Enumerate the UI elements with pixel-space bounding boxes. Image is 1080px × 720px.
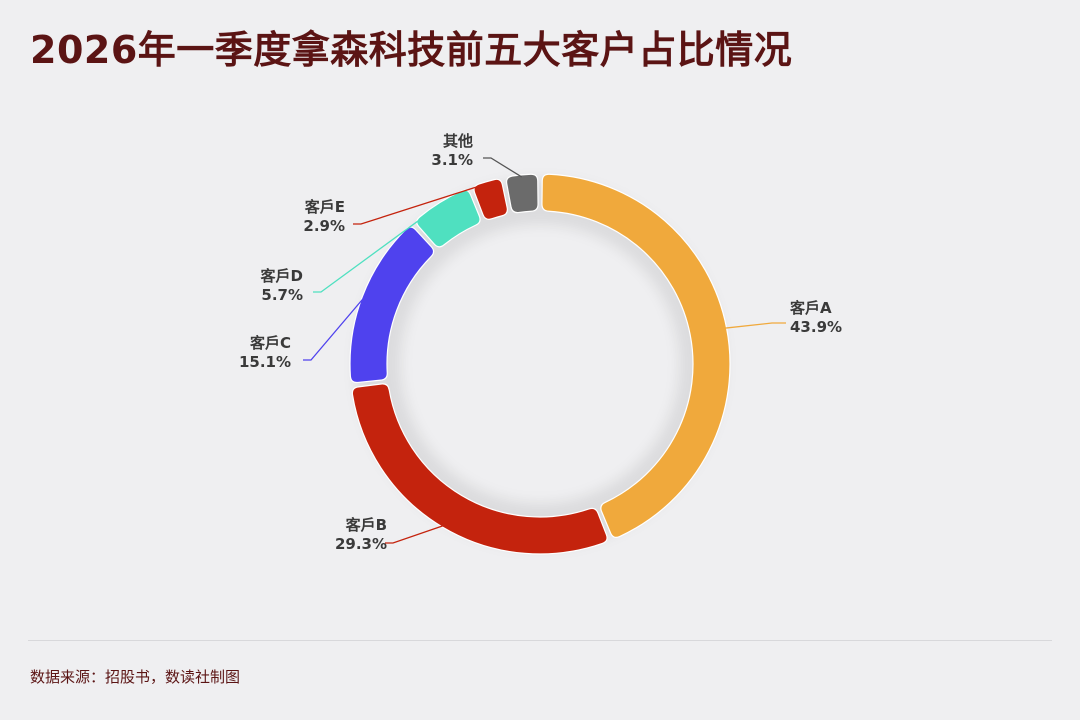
slice-value-客戶b: 29.3% [335, 535, 387, 553]
slice-label-客戶e: 客戶E [304, 198, 345, 216]
chart-title: 2026年一季度拿森科技前五大客户占比情况 [30, 28, 793, 72]
donut-slice-客戶b [351, 383, 608, 555]
slice-label-其他: 其他 [443, 132, 473, 150]
slice-value-客戶a: 43.9% [790, 318, 842, 336]
footer-divider [28, 640, 1052, 641]
slice-value-客戶e: 2.9% [303, 217, 345, 235]
source-note: 数据来源：招股书，数读社制图 [30, 668, 241, 686]
leader-line-客戶e [353, 182, 488, 225]
donut-slice-其他 [505, 173, 539, 214]
donut-slice-客戶a [541, 173, 731, 538]
slice-label-客戶a: 客戶A [789, 299, 832, 317]
slice-label-客戶c: 客戶C [249, 334, 291, 352]
donut-slice-客戶d [416, 189, 481, 248]
donut-slice-客戶c [349, 226, 435, 384]
leader-line-客戶c [303, 297, 365, 361]
slice-label-客戶b: 客戶B [345, 516, 387, 534]
leader-line-客戶b [385, 524, 445, 544]
slice-label-客戶d: 客戶D [260, 267, 303, 285]
donut-slice-客戶e [473, 178, 508, 220]
slice-value-其他: 3.1% [431, 151, 473, 169]
slice-value-客戶d: 5.7% [261, 286, 303, 304]
leader-line-其他 [483, 157, 523, 178]
leader-line-客戶a [724, 322, 786, 329]
slice-value-客戶c: 15.1% [239, 353, 291, 371]
leader-line-客戶d [313, 203, 442, 293]
